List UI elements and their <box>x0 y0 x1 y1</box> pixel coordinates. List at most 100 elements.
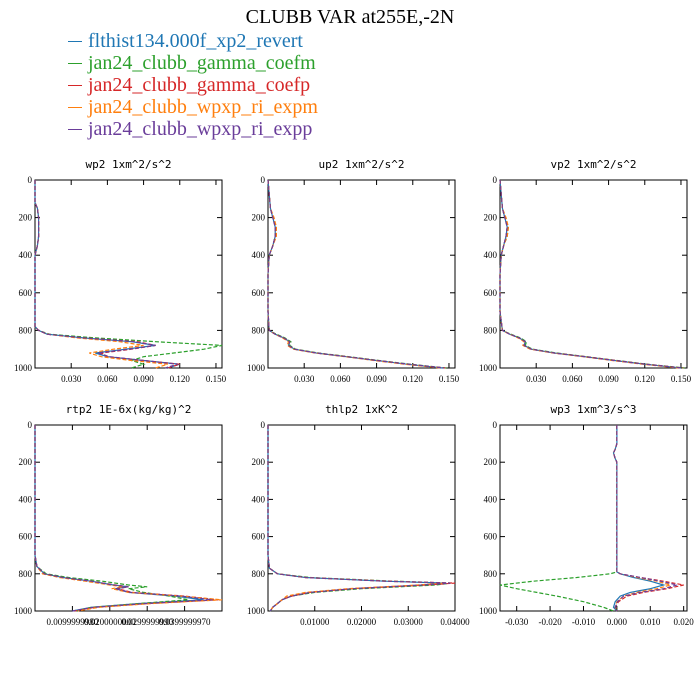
y-tick-label: 200 <box>19 213 33 223</box>
y-tick-label: 1000 <box>479 606 498 616</box>
y-tick-label: 0 <box>28 175 33 185</box>
series-line <box>267 425 446 612</box>
series-line <box>499 179 685 369</box>
y-tick-label: 400 <box>252 250 266 260</box>
y-tick-label: 1000 <box>14 363 33 373</box>
y-tick-label: 600 <box>484 532 498 542</box>
series-line <box>34 425 219 612</box>
y-tick-label: 800 <box>484 569 498 579</box>
y-tick-label: 600 <box>252 532 266 542</box>
y-tick-label: 0 <box>493 420 498 430</box>
series-line <box>499 179 682 369</box>
plot-frame <box>267 179 456 369</box>
chart-panel: wp3 1xm^3/s^3 0 200 400 600 800 1000 -0.030 -0.0… <box>479 403 694 627</box>
series-line <box>34 180 223 369</box>
panel-title: thlp2 1xK^2 <box>325 403 398 416</box>
series-line <box>267 425 451 612</box>
series-line <box>34 180 178 369</box>
chart-panel: wp2 1xm^2/s^2 0 200 400 600 800 1000 0.030 0.060… <box>14 158 227 384</box>
legend-entry: flthist134.000f_xp2_revert <box>68 30 318 52</box>
y-tick-label: 0 <box>261 420 266 430</box>
y-tick-label: 600 <box>19 288 33 298</box>
x-tick-label: 0.060 <box>97 374 118 384</box>
legend-label: jan24_clubb_gamma_coefm <box>88 52 316 74</box>
chart-panel: rtp2 1E-6x(kg/kg)^2 0 200 400 600 800 1000 0.00… <box>14 403 223 627</box>
x-tick-label: 0.04000 <box>440 617 470 627</box>
legend-swatch <box>68 128 82 130</box>
x-tick-label: 0.060 <box>330 374 351 384</box>
x-tick-label: 0.090 <box>366 374 387 384</box>
y-tick-label: 400 <box>484 494 498 504</box>
series-line <box>499 179 684 369</box>
series-line <box>612 425 673 612</box>
legend-swatch <box>68 62 82 64</box>
y-tick-label: 0 <box>28 420 33 430</box>
y-tick-label: 400 <box>19 494 33 504</box>
series-line <box>34 425 213 612</box>
y-tick-label: 0 <box>261 175 266 185</box>
panel-title: rtp2 1E-6x(kg/kg)^2 <box>66 403 192 416</box>
chart-panel: vp2 1xm^2/s^2 0 200 400 600 800 1000 0.030 0.060… <box>479 158 692 384</box>
legend-swatch <box>68 84 82 86</box>
x-tick-label: 0.000 <box>607 617 628 627</box>
y-tick-label: 1000 <box>479 363 498 373</box>
series-line <box>267 179 441 369</box>
x-tick-label: 0.01000 <box>300 617 330 627</box>
legend: flthist134.000f_xp2_revert jan24_clubb_ga… <box>68 30 318 140</box>
legend-label: jan24_clubb_wpxp_ri_expm <box>88 96 318 118</box>
series-line <box>267 179 445 369</box>
x-tick-label: 0.120 <box>170 374 191 384</box>
y-tick-label: 800 <box>19 325 33 335</box>
x-tick-label: 0.060 <box>562 374 583 384</box>
x-tick-label: 0.150 <box>439 374 460 384</box>
x-tick-label: 0.010 <box>640 617 661 627</box>
x-tick-label: 0.0399999970 <box>159 617 211 627</box>
main-title: CLUBB VAR at255E,-2N <box>245 6 455 28</box>
panel-title: vp2 1xm^2/s^2 <box>550 158 636 171</box>
x-tick-label: 0.02000 <box>347 617 377 627</box>
x-tick-label: 0.030 <box>294 374 315 384</box>
y-tick-label: 200 <box>484 457 498 467</box>
x-tick-label: 0.120 <box>635 374 656 384</box>
chart-panel: up2 1xm^2/s^2 0 200 400 600 800 1000 0.030 0.060… <box>247 158 460 384</box>
y-tick-label: 800 <box>484 325 498 335</box>
y-tick-label: 600 <box>252 288 266 298</box>
plot-frame <box>499 424 688 612</box>
y-tick-label: 800 <box>19 569 33 579</box>
x-tick-label: -0.010 <box>572 617 596 627</box>
y-tick-label: 400 <box>19 250 33 260</box>
y-tick-label: 1000 <box>247 363 266 373</box>
series-line <box>267 179 446 369</box>
x-tick-label: 0.120 <box>403 374 424 384</box>
y-tick-label: 800 <box>252 569 266 579</box>
x-tick-label: 0.090 <box>598 374 619 384</box>
x-tick-label: 0.150 <box>206 374 227 384</box>
y-tick-label: 200 <box>252 213 266 223</box>
legend-entry: jan24_clubb_wpxp_ri_expm <box>68 96 318 118</box>
legend-entry: jan24_clubb_wpxp_ri_expp <box>68 118 318 140</box>
x-tick-label: -0.020 <box>538 617 562 627</box>
series-line <box>499 179 683 369</box>
y-tick-label: 800 <box>252 325 266 335</box>
x-tick-label: 0.03000 <box>394 617 424 627</box>
series-line <box>612 425 678 612</box>
legend-label: flthist134.000f_xp2_revert <box>88 30 303 52</box>
x-tick-label: 0.0200000000 <box>84 617 136 627</box>
y-tick-label: 600 <box>19 532 33 542</box>
x-tick-label: 0.030 <box>526 374 547 384</box>
x-tick-label: 0.090 <box>133 374 154 384</box>
series-line <box>612 425 684 612</box>
y-tick-label: 0 <box>493 175 498 185</box>
plot-frame <box>34 424 223 612</box>
x-tick-label: 0.030 <box>61 374 82 384</box>
series-line <box>612 425 666 612</box>
legend-label: jan24_clubb_wpxp_ri_expp <box>88 118 313 140</box>
series-line <box>267 425 446 612</box>
legend-label: jan24_clubb_gamma_coefp <box>88 74 311 96</box>
y-tick-label: 1000 <box>247 606 266 616</box>
y-tick-label: 400 <box>484 250 498 260</box>
series-line <box>34 425 189 612</box>
legend-swatch <box>68 40 82 42</box>
